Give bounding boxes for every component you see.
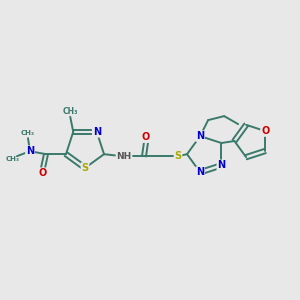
Text: N: N — [217, 160, 226, 170]
Text: N: N — [26, 146, 34, 156]
Text: S: S — [81, 163, 88, 173]
Text: CH₃: CH₃ — [62, 107, 78, 116]
Text: NH: NH — [116, 152, 132, 161]
Text: N: N — [196, 167, 204, 177]
Text: S: S — [175, 151, 182, 161]
Text: O: O — [39, 168, 47, 178]
Text: O: O — [261, 126, 269, 136]
Text: CH₃: CH₃ — [21, 130, 35, 136]
Text: N: N — [196, 131, 204, 141]
Text: N: N — [93, 127, 101, 137]
Text: O: O — [142, 132, 150, 142]
Text: CH₃: CH₃ — [6, 156, 20, 162]
